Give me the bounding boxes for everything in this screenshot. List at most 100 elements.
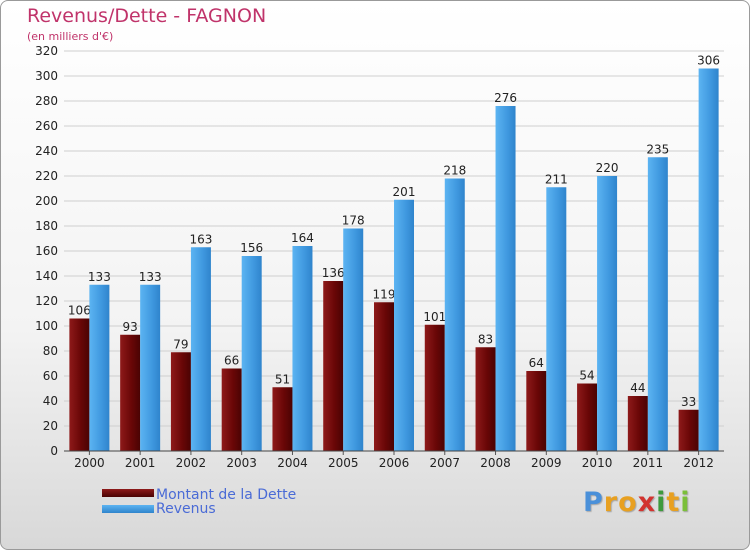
debt-bar — [678, 409, 699, 451]
debt-bar — [170, 352, 191, 451]
legend-swatch-revenue — [102, 505, 154, 513]
debt-value-label: 54 — [579, 369, 594, 383]
debt-value-label: 83 — [478, 332, 493, 346]
revenue-bar — [292, 246, 313, 451]
x-tick-label: 2007 — [429, 456, 460, 470]
debt-value-label: 44 — [630, 381, 645, 395]
y-axis-ticks: 0 20 40 60 80 100 120 140 160 180 200 220 240 260 280 3… — [35, 44, 58, 458]
debt-value-label: 101 — [423, 310, 446, 324]
debt-value-label: 33 — [681, 395, 696, 409]
revenue-value-label: 218 — [443, 164, 466, 178]
logo-letter: o — [618, 487, 638, 518]
debt-value-label: 93 — [123, 320, 138, 334]
debt-bar — [475, 347, 496, 451]
revenue-bar — [190, 247, 211, 451]
x-axis-ticks: 2000 2001 2002 2003 2004 2005 2006 2007 2008 2009… — [74, 451, 714, 470]
y-tick-label: 200 — [35, 194, 58, 208]
revenue-value-label: 201 — [393, 185, 416, 199]
revenue-value-label: 276 — [494, 91, 517, 105]
debt-bar — [424, 324, 445, 451]
x-tick-label: 2010 — [582, 456, 613, 470]
debt-value-label: 106 — [68, 304, 91, 318]
y-tick-label: 160 — [35, 244, 58, 258]
revenue-bar — [444, 178, 465, 451]
debt-value-label: 51 — [275, 372, 290, 386]
x-tick-label: 2011 — [633, 456, 664, 470]
x-tick-label: 2012 — [683, 456, 714, 470]
legend-label-debt: Montant de la Dette — [156, 487, 297, 503]
revenue-value-label: 164 — [291, 231, 314, 245]
proxiti-logo: Proxiti — [583, 487, 691, 518]
revenue-bar — [698, 68, 719, 451]
revenue-value-label: 306 — [697, 54, 720, 68]
x-tick-label: 2003 — [226, 456, 257, 470]
y-tick-label: 260 — [35, 119, 58, 133]
x-tick-label: 2006 — [379, 456, 410, 470]
y-tick-label: 300 — [35, 69, 58, 83]
logo-letter: i — [680, 487, 691, 518]
debt-bar — [526, 371, 547, 451]
revenue-value-label: 156 — [240, 241, 263, 255]
debt-value-label: 136 — [322, 266, 345, 280]
y-tick-label: 120 — [35, 294, 58, 308]
y-tick-label: 60 — [43, 369, 58, 383]
debt-bar — [577, 383, 598, 451]
chart-title: Revenus/Dette - FAGNON — [27, 5, 267, 27]
revenue-value-label: 178 — [342, 214, 365, 228]
revenue-bar — [495, 106, 516, 451]
debt-bar — [69, 318, 90, 451]
debt-value-label: 119 — [373, 287, 396, 301]
y-tick-label: 320 — [35, 44, 58, 58]
x-tick-label: 2000 — [74, 456, 105, 470]
revenue-bar — [241, 256, 262, 451]
debt-bar — [374, 302, 394, 451]
revenue-bar — [597, 176, 618, 451]
logo-letter: P — [583, 487, 604, 518]
y-tick-label: 100 — [35, 319, 58, 333]
debt-bar — [323, 281, 344, 451]
revenue-bar — [546, 187, 567, 451]
y-tick-label: 0 — [50, 444, 58, 458]
debt-value-label: 64 — [529, 356, 544, 370]
y-tick-label: 220 — [35, 169, 58, 183]
legend-label-revenue: Revenus — [156, 501, 216, 517]
revenue-bar — [394, 199, 414, 451]
debt-bar — [120, 334, 141, 451]
debt-value-label: 66 — [224, 354, 239, 368]
x-tick-label: 2008 — [480, 456, 511, 470]
x-tick-label: 2009 — [531, 456, 562, 470]
revenue-value-label: 211 — [545, 172, 568, 186]
revenue-value-label: 163 — [189, 232, 212, 246]
revenue-value-label: 133 — [139, 270, 162, 284]
debt-bar — [627, 396, 648, 451]
debt-bar — [221, 368, 242, 451]
revenue-value-label: 235 — [646, 142, 669, 156]
logo-letter: i — [656, 487, 667, 518]
bars: 106 133 93 133 79 163 66 156 51 164 136 178 119 201 10… — [68, 54, 720, 451]
revenue-bar — [343, 228, 364, 451]
x-tick-label: 2001 — [125, 456, 156, 470]
revenue-value-label: 133 — [88, 270, 111, 284]
revenue-value-label: 220 — [596, 161, 619, 175]
legend-swatch-debt — [102, 489, 154, 497]
debt-value-label: 79 — [173, 337, 188, 351]
chart-subtitle: (en milliers d'€) — [27, 30, 114, 43]
logo-letter: x — [637, 487, 657, 518]
logo-letter: t — [666, 487, 681, 518]
y-tick-label: 240 — [35, 144, 58, 158]
y-tick-label: 40 — [43, 394, 58, 408]
x-tick-label: 2004 — [277, 456, 308, 470]
debt-bar — [272, 387, 293, 451]
y-tick-label: 140 — [35, 269, 58, 283]
x-tick-label: 2002 — [176, 456, 207, 470]
revenue-bar — [89, 284, 110, 451]
revenue-bar — [140, 284, 161, 451]
y-tick-label: 80 — [43, 344, 58, 358]
y-tick-label: 280 — [35, 94, 58, 108]
y-tick-label: 20 — [43, 419, 58, 433]
revenue-bar — [647, 157, 668, 451]
y-tick-label: 180 — [35, 219, 58, 233]
logo-letter: r — [603, 487, 619, 518]
